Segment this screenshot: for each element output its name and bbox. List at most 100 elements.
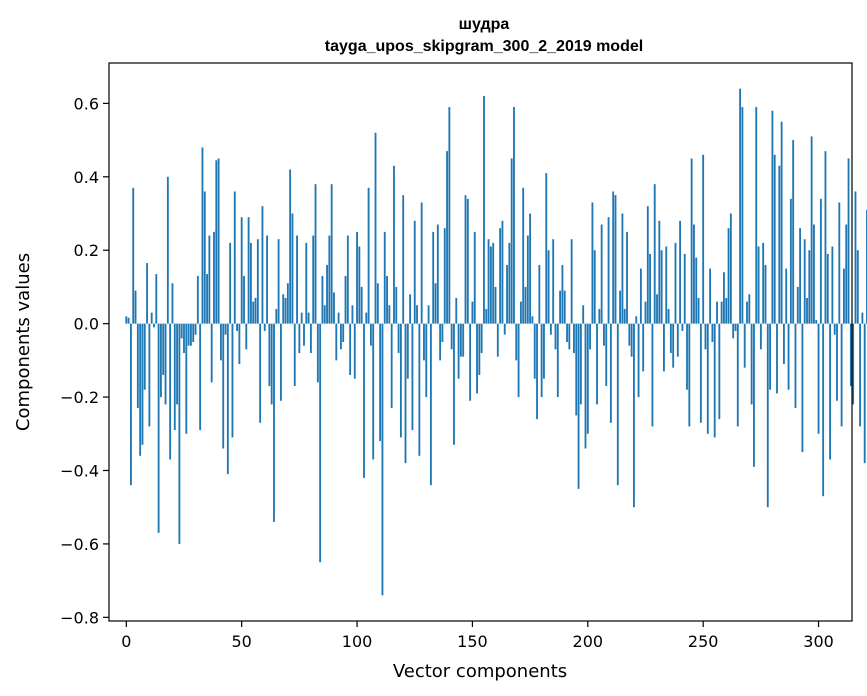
bar bbox=[159, 323, 162, 398]
bar bbox=[483, 96, 485, 324]
bar bbox=[743, 323, 746, 368]
x-axis: 0 50 100 150 200 250 300 bbox=[121, 621, 834, 651]
bar bbox=[492, 242, 495, 324]
bar bbox=[150, 312, 153, 324]
bar bbox=[764, 264, 767, 324]
bar bbox=[183, 323, 185, 354]
bar bbox=[365, 312, 368, 324]
bar bbox=[584, 323, 587, 449]
bar bbox=[360, 286, 363, 324]
bar bbox=[589, 323, 592, 350]
bar bbox=[822, 323, 825, 497]
bar bbox=[506, 264, 508, 324]
bar bbox=[383, 231, 386, 324]
bar bbox=[773, 154, 776, 324]
x-tick-label: 50 bbox=[231, 632, 251, 651]
bar bbox=[457, 323, 460, 379]
bar bbox=[644, 301, 647, 324]
bar bbox=[591, 202, 594, 324]
bar bbox=[293, 323, 296, 387]
bar bbox=[342, 323, 345, 342]
bar bbox=[213, 231, 215, 324]
bar bbox=[298, 323, 301, 354]
bar bbox=[146, 263, 148, 324]
bar bbox=[819, 198, 822, 324]
bar bbox=[711, 323, 714, 342]
bar bbox=[485, 308, 488, 324]
bar bbox=[496, 323, 499, 357]
bar bbox=[178, 323, 181, 544]
bar bbox=[436, 224, 439, 324]
x-tick-label: 300 bbox=[803, 632, 834, 651]
bar bbox=[531, 316, 534, 324]
bar bbox=[473, 231, 476, 324]
bar bbox=[240, 217, 243, 324]
bar bbox=[630, 323, 633, 357]
bar bbox=[397, 323, 400, 354]
bar bbox=[279, 323, 282, 401]
bar bbox=[702, 154, 705, 324]
bar bbox=[335, 323, 338, 361]
y-axis: 0.6 0.4 0.2 0.0 −0.2 −0.4 −0.6 −0.8 bbox=[60, 94, 109, 627]
bar bbox=[478, 323, 481, 376]
bar bbox=[363, 323, 365, 478]
bar bbox=[676, 323, 679, 357]
bar bbox=[418, 323, 421, 456]
bar bbox=[333, 292, 335, 324]
bar bbox=[303, 323, 305, 346]
bar bbox=[826, 253, 829, 324]
bar bbox=[836, 323, 838, 401]
bar bbox=[849, 323, 852, 387]
bar bbox=[501, 220, 504, 324]
bar bbox=[556, 323, 559, 398]
bar bbox=[843, 268, 845, 324]
bar bbox=[337, 312, 340, 324]
bar bbox=[732, 323, 735, 339]
bar bbox=[446, 151, 448, 324]
bar bbox=[570, 239, 573, 324]
bar bbox=[166, 176, 169, 324]
bar bbox=[716, 301, 718, 324]
y-tick-label: −0.4 bbox=[60, 461, 99, 480]
bar bbox=[305, 242, 308, 324]
bar bbox=[369, 323, 372, 346]
bar bbox=[217, 158, 220, 324]
bar bbox=[519, 301, 522, 324]
bar bbox=[494, 286, 497, 324]
bar bbox=[376, 283, 379, 324]
bar bbox=[859, 323, 861, 427]
bar bbox=[229, 242, 232, 324]
bar bbox=[639, 268, 642, 324]
bar bbox=[413, 220, 416, 324]
bar bbox=[402, 195, 405, 324]
bar bbox=[464, 195, 467, 324]
bar bbox=[330, 184, 333, 324]
bar bbox=[273, 323, 275, 522]
bar bbox=[399, 323, 402, 438]
bar bbox=[487, 239, 490, 324]
bar bbox=[286, 283, 289, 324]
bar bbox=[386, 275, 388, 324]
bar bbox=[425, 323, 428, 398]
bar bbox=[713, 323, 716, 438]
bar bbox=[759, 323, 762, 350]
bar bbox=[245, 323, 248, 350]
bar bbox=[824, 151, 827, 324]
bar bbox=[794, 323, 797, 409]
bar bbox=[577, 323, 580, 489]
bar bbox=[409, 294, 412, 324]
bar bbox=[598, 308, 601, 324]
bar bbox=[208, 235, 211, 324]
plot-frame bbox=[108, 62, 853, 622]
bar bbox=[499, 228, 502, 324]
bar bbox=[833, 323, 836, 335]
bar bbox=[780, 121, 783, 324]
bar bbox=[718, 323, 721, 420]
bar bbox=[799, 228, 802, 324]
bar bbox=[847, 158, 850, 324]
bar bbox=[199, 323, 202, 431]
y-tick-label: −0.2 bbox=[60, 388, 99, 407]
bar bbox=[291, 213, 294, 324]
bar bbox=[222, 323, 225, 449]
y-tick-label: 0.4 bbox=[74, 168, 99, 187]
